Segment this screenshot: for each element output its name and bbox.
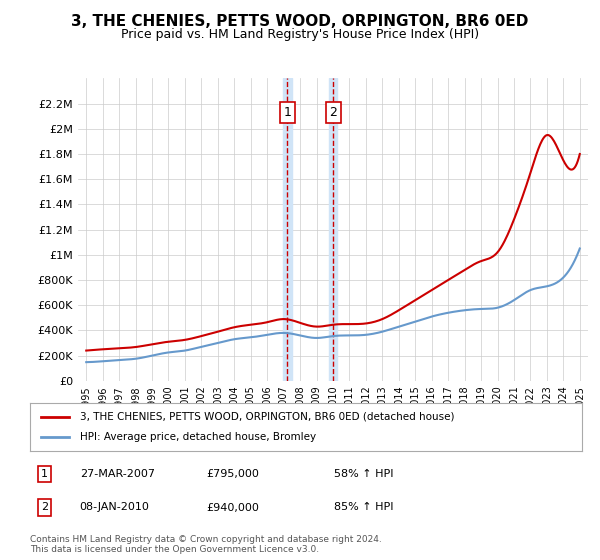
Text: £795,000: £795,000 (206, 469, 260, 479)
Bar (329, 78, 337, 381)
Text: HPI: Average price, detached house, Bromley: HPI: Average price, detached house, Brom… (80, 432, 316, 442)
Text: 85% ↑ HPI: 85% ↑ HPI (334, 502, 393, 512)
Text: 1: 1 (283, 106, 292, 119)
Text: 27-MAR-2007: 27-MAR-2007 (80, 469, 155, 479)
Text: 2: 2 (329, 106, 337, 119)
Bar (283, 78, 292, 381)
Text: 2: 2 (41, 502, 48, 512)
Text: 08-JAN-2010: 08-JAN-2010 (80, 502, 149, 512)
Text: Contains HM Land Registry data © Crown copyright and database right 2024.
This d: Contains HM Land Registry data © Crown c… (30, 535, 382, 554)
Text: 3, THE CHENIES, PETTS WOOD, ORPINGTON, BR6 0ED (detached house): 3, THE CHENIES, PETTS WOOD, ORPINGTON, B… (80, 412, 454, 422)
Text: Price paid vs. HM Land Registry's House Price Index (HPI): Price paid vs. HM Land Registry's House … (121, 28, 479, 41)
Text: 58% ↑ HPI: 58% ↑ HPI (334, 469, 393, 479)
Text: £940,000: £940,000 (206, 502, 260, 512)
Text: 1: 1 (41, 469, 48, 479)
Text: 3, THE CHENIES, PETTS WOOD, ORPINGTON, BR6 0ED: 3, THE CHENIES, PETTS WOOD, ORPINGTON, B… (71, 14, 529, 29)
